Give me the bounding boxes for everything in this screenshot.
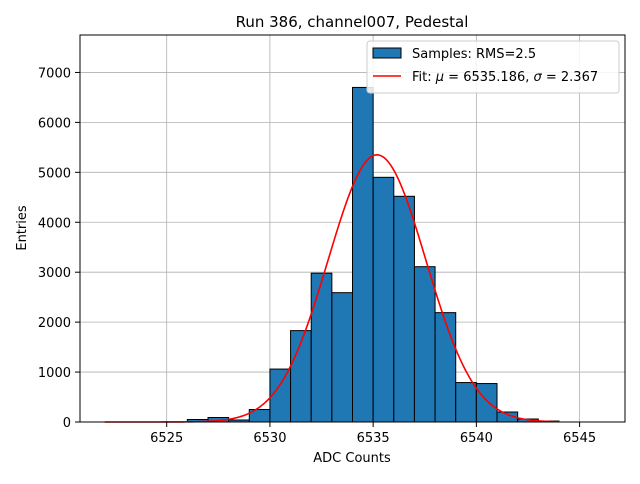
y-tick-label: 4000 bbox=[38, 216, 71, 231]
y-axis: 0 1000 2000 3000 4000 5000 6000 7000 bbox=[38, 66, 80, 431]
legend-box bbox=[366, 40, 620, 94]
y-tick-label: 2000 bbox=[38, 316, 71, 331]
histogram-bar bbox=[331, 292, 353, 423]
y-tick-label: 6000 bbox=[38, 116, 71, 131]
histogram-bar bbox=[269, 368, 292, 423]
histogram-bar bbox=[434, 312, 457, 423]
x-tick-label: 6545 bbox=[563, 431, 596, 446]
y-axis-label: Entries bbox=[15, 205, 30, 251]
y-tick-label: 5000 bbox=[38, 166, 71, 181]
y-tick-label: 7000 bbox=[38, 66, 71, 81]
x-tick-label: 6525 bbox=[150, 431, 183, 446]
legend-swatch-samples bbox=[372, 47, 402, 59]
histogram-bar bbox=[455, 382, 477, 423]
legend-label-samples: Samples: RMS=2.5 bbox=[412, 47, 536, 62]
y-tick-label: 3000 bbox=[38, 266, 71, 281]
histogram-bar bbox=[413, 266, 436, 423]
plot-frame bbox=[79, 34, 626, 423]
legend: Samples: RMS=2.5 Fit: μ = 6535.186, σ = … bbox=[366, 40, 620, 94]
chart-title: Run 386, channel007, Pedestal bbox=[236, 13, 469, 31]
x-tick-label: 6540 bbox=[460, 431, 493, 446]
y-tick-label: 0 bbox=[63, 416, 71, 431]
legend-label-fit: Fit: μ = 6535.186, σ = 2.367 bbox=[412, 70, 598, 85]
histogram-bar bbox=[352, 86, 374, 423]
x-tick-label: 6535 bbox=[357, 431, 390, 446]
x-axis: 6525 6530 6535 6540 6545 bbox=[150, 422, 596, 446]
x-tick-label: 6530 bbox=[253, 431, 286, 446]
x-axis-label: ADC Counts bbox=[313, 451, 391, 466]
y-tick-label: 1000 bbox=[38, 366, 71, 381]
histogram-bar bbox=[310, 272, 333, 423]
histogram-bar bbox=[372, 176, 395, 423]
histogram-bar bbox=[393, 195, 415, 423]
histogram-bar bbox=[475, 383, 498, 423]
